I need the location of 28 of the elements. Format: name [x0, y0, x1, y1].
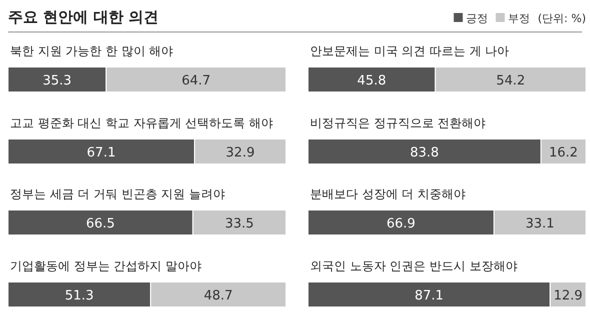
data-label: 35.3 — [42, 74, 72, 88]
legend-label: 긍정 — [466, 12, 488, 25]
y-tick-label: 정부는 세금 더 거둬 빈곤층 지원 늘려야 — [10, 187, 225, 201]
data-label: 66.5 — [86, 216, 115, 232]
y-tick-label: 고교 평준화 대신 학교 자유롭게 선택하도록 해야 — [10, 116, 273, 130]
data-label: 51.3 — [64, 288, 94, 304]
chart-title: 주요 현안에 대한 의견 — [8, 8, 159, 26]
data-label: 12.9 — [554, 288, 583, 304]
data-label: 66.9 — [386, 216, 416, 232]
data-label: 64.7 — [182, 74, 211, 88]
data-label: 67.1 — [86, 146, 116, 160]
y-tick-label: 외국인 노동자 인권은 반드시 보장해야 — [310, 259, 518, 273]
y-tick-label: 북한 지원 가능한 한 많이 해야 — [10, 44, 174, 58]
legend-label: 부정 — [508, 12, 530, 25]
data-label: 45.8 — [357, 74, 386, 88]
data-label: 83.8 — [410, 146, 439, 160]
data-label: 33.1 — [526, 216, 554, 232]
y-tick-label: 비정규직은 정규직으로 전환해야 — [310, 116, 486, 130]
y-tick-label: 분배보다 성장에 더 치중해야 — [310, 187, 466, 201]
y-tick-label: 안보문제는 미국 의견 따르는 게 나아 — [310, 44, 510, 58]
data-label: 87.1 — [414, 288, 444, 304]
data-label: 54.2 — [496, 74, 526, 88]
text: (단위: %) — [538, 12, 586, 25]
data-label: 33.5 — [224, 216, 254, 232]
y-tick-label: 기업활동에 정부는 간섭하지 말아야 — [10, 259, 202, 273]
data-label: 48.7 — [204, 288, 233, 304]
data-label: 16.2 — [549, 146, 578, 160]
data-label: 32.9 — [226, 146, 255, 160]
